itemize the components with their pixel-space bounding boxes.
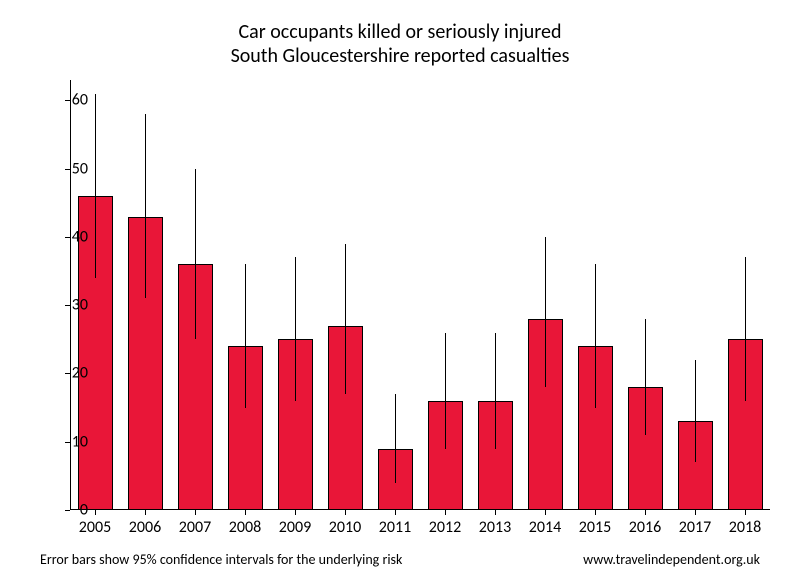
error-bar (195, 169, 196, 340)
footnote-right: www.travelindependent.org.uk (583, 551, 760, 568)
x-tick-label: 2008 (229, 518, 261, 537)
y-tick-label: 0 (80, 501, 88, 520)
error-bar (295, 257, 296, 400)
error-bar (445, 333, 446, 449)
y-tick-label: 20 (72, 364, 88, 383)
x-tick-label: 2017 (679, 518, 711, 537)
error-bar (645, 319, 646, 435)
error-bar (95, 94, 96, 278)
x-tick-label: 2007 (179, 518, 211, 537)
error-bar (345, 244, 346, 394)
x-tick-label: 2010 (329, 518, 361, 537)
error-bar (395, 394, 396, 483)
x-tick-label: 2005 (79, 518, 111, 537)
x-tick-label: 2012 (429, 518, 461, 537)
error-bar (745, 257, 746, 400)
x-tick-label: 2014 (529, 518, 561, 537)
error-bar (545, 237, 546, 387)
y-tick-label: 50 (72, 159, 88, 178)
y-tick-label: 30 (72, 296, 88, 315)
bar-chart: Car occupants killed or seriously injure… (0, 0, 800, 580)
x-tick-label: 2011 (379, 518, 411, 537)
error-bar (245, 264, 246, 407)
error-bar (695, 360, 696, 462)
x-tick-label: 2016 (629, 518, 661, 537)
plot-area (70, 80, 770, 510)
x-tick-label: 2006 (129, 518, 161, 537)
footnote-left: Error bars show 95% confidence intervals… (40, 551, 402, 568)
x-tick-label: 2009 (279, 518, 311, 537)
error-bar (145, 114, 146, 298)
x-tick-label: 2018 (729, 518, 761, 537)
x-tick-label: 2015 (579, 518, 611, 537)
error-bar (495, 333, 496, 449)
y-tick-label: 40 (72, 227, 88, 246)
chart-title-line2: South Gloucestershire reported casualtie… (0, 44, 800, 68)
y-tick-label: 60 (72, 91, 88, 110)
y-tick-label: 10 (72, 432, 88, 451)
error-bar (595, 264, 596, 407)
x-tick-label: 2013 (479, 518, 511, 537)
chart-title-line1: Car occupants killed or seriously injure… (0, 20, 800, 44)
